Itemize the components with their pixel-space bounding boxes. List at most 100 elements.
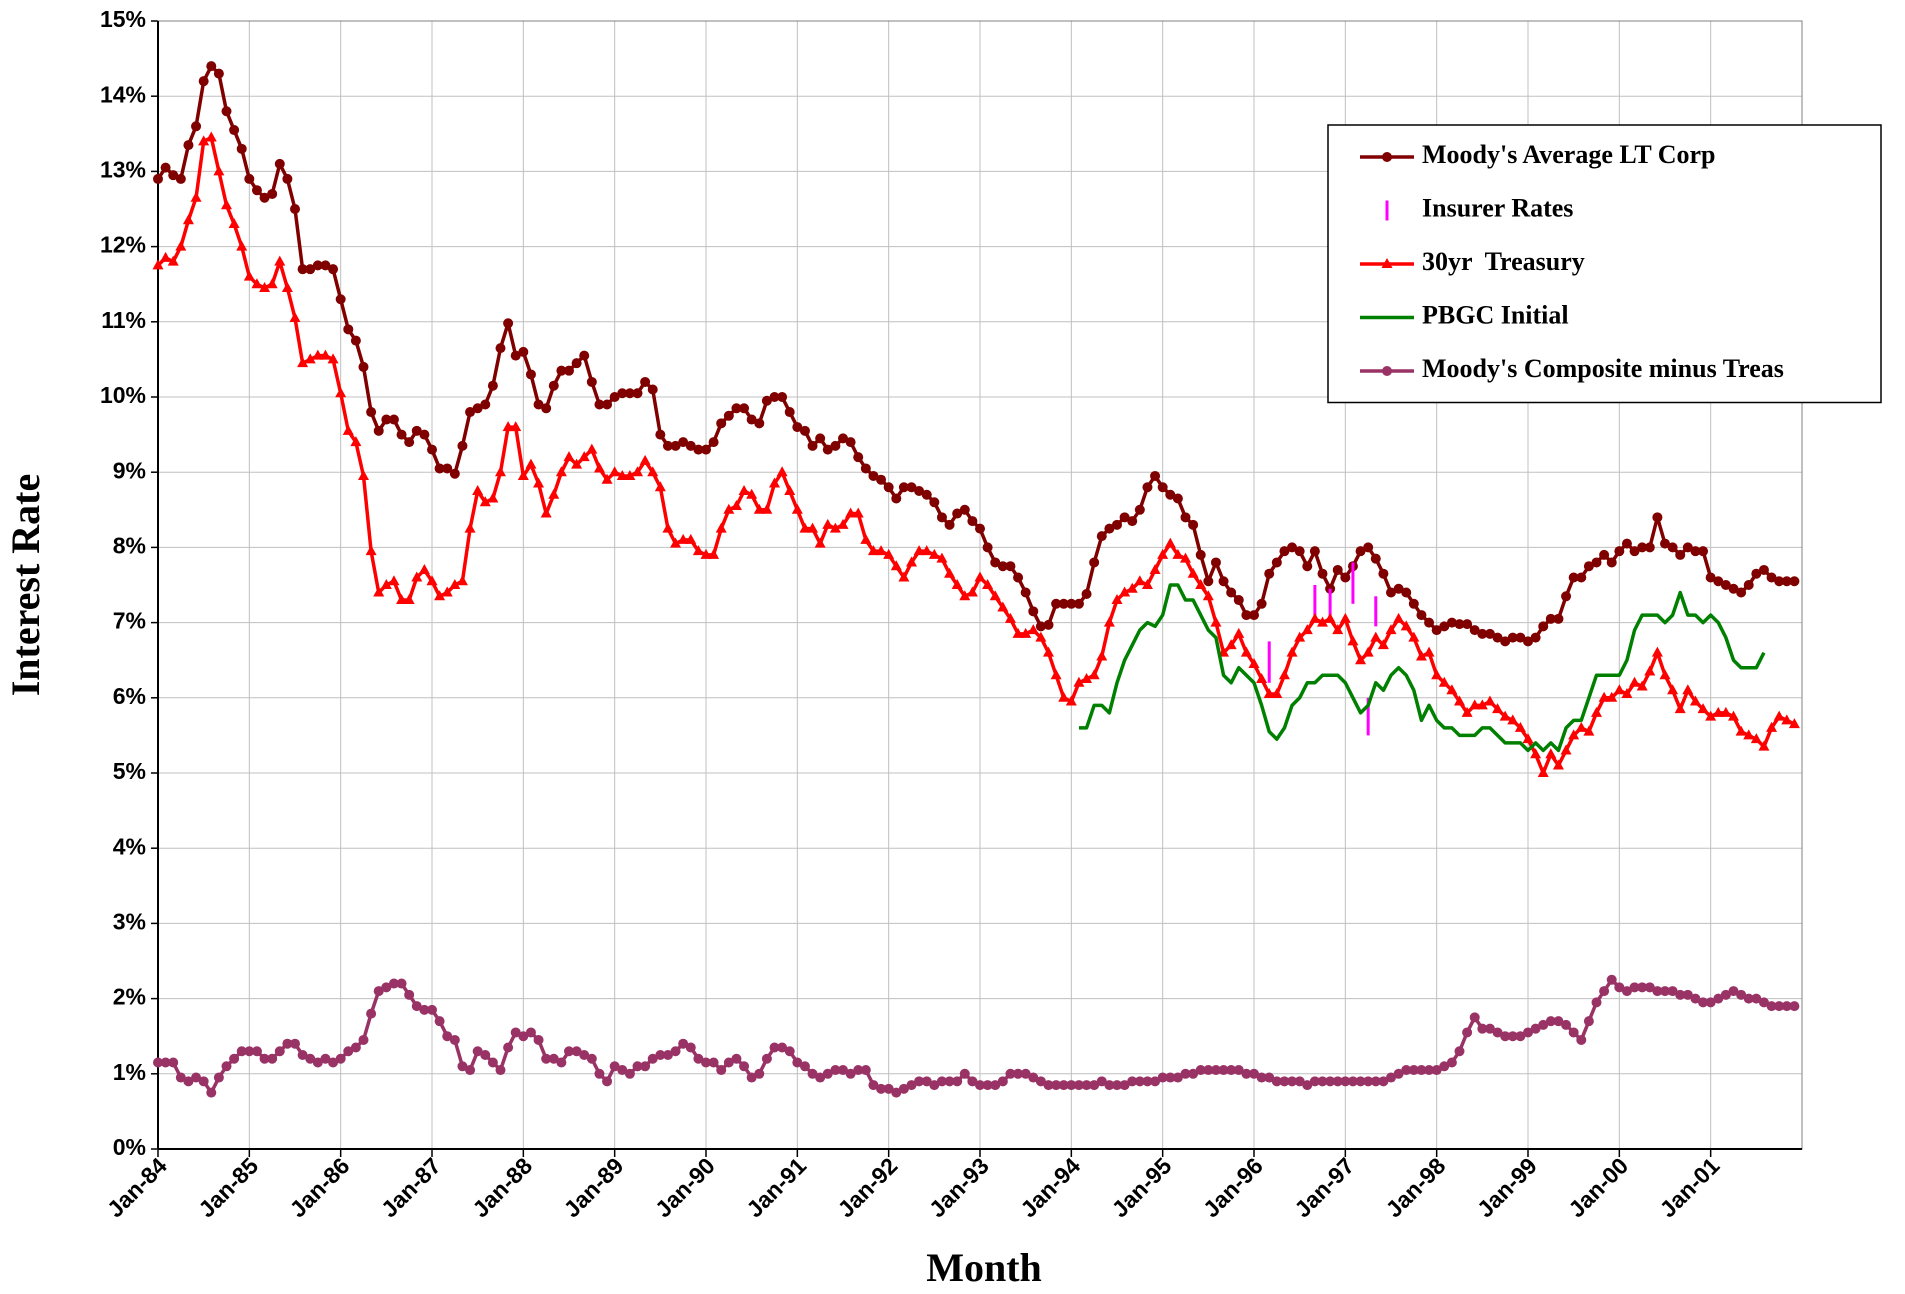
data-point (883, 482, 894, 493)
data-point (373, 986, 384, 997)
data-point (282, 173, 293, 184)
data-point (701, 444, 711, 455)
data-point (730, 500, 742, 511)
data-point (906, 556, 917, 567)
data-point (548, 1053, 559, 1064)
data-point (418, 563, 430, 574)
data-point (1416, 610, 1427, 621)
data-point (1195, 579, 1207, 589)
y-tick-label: 6% (113, 683, 146, 709)
legend-label: Moody's Average LT Corp (1422, 140, 1715, 169)
data-point (959, 590, 971, 601)
data-point (1073, 676, 1085, 687)
data-point (640, 376, 651, 387)
data-point (715, 522, 727, 533)
data-point (380, 579, 392, 589)
data-point (221, 199, 232, 210)
data-point (1180, 552, 1191, 563)
data-point (1370, 631, 1382, 642)
data-point (609, 466, 621, 477)
data-point (502, 421, 514, 432)
data-point (1675, 549, 1686, 560)
data-point (1081, 589, 1092, 600)
data-point (875, 545, 887, 556)
data-point (1089, 1080, 1100, 1091)
data-point (799, 1061, 810, 1072)
data-point (472, 1046, 483, 1057)
data-point (997, 1076, 1008, 1087)
data-point (487, 492, 499, 503)
data-point (1309, 546, 1320, 557)
data-point (175, 240, 187, 251)
data-point (814, 537, 826, 548)
data-point (221, 1061, 232, 1072)
legend-swatch-marker (1382, 366, 1392, 376)
data-point (343, 324, 354, 335)
data-point (198, 76, 209, 87)
data-point (723, 503, 735, 514)
data-point (1363, 542, 1374, 553)
data-point (876, 1083, 887, 1094)
data-point (1523, 636, 1533, 647)
data-point (1096, 650, 1108, 661)
data-point (213, 1072, 224, 1083)
data-point (1401, 1065, 1412, 1076)
data-point (525, 369, 536, 380)
data-point (1599, 549, 1610, 560)
y-axis-title: Interest Rate (3, 474, 48, 697)
data-point (1606, 691, 1618, 702)
data-point (883, 548, 895, 559)
data-point (411, 571, 423, 582)
data-point (678, 437, 689, 448)
data-point (1256, 673, 1268, 683)
data-point (1507, 714, 1519, 725)
y-tick-label: 1% (113, 1059, 146, 1085)
data-point (716, 418, 727, 429)
data-point (807, 522, 819, 533)
data-point (327, 353, 339, 364)
data-point (525, 1027, 536, 1038)
data-point (510, 350, 521, 361)
data-point (1705, 572, 1716, 583)
data-point (563, 451, 575, 462)
data-point (259, 281, 271, 292)
data-point (1599, 986, 1610, 997)
data-point (472, 403, 483, 414)
y-tick-label: 15% (100, 6, 146, 32)
data-point (1728, 583, 1739, 594)
data-point (867, 545, 879, 556)
data-point (921, 1076, 932, 1087)
data-point (1180, 1068, 1191, 1079)
data-point (1545, 613, 1556, 624)
data-point (373, 425, 384, 436)
data-point (167, 255, 179, 266)
data-point (1112, 519, 1122, 530)
data-point (1164, 537, 1176, 548)
data-point (160, 162, 171, 173)
data-point (860, 463, 871, 474)
data-point (1043, 619, 1054, 630)
data-point (426, 575, 438, 586)
data-point (1781, 714, 1793, 725)
data-point (815, 1072, 826, 1083)
data-point (754, 418, 765, 429)
data-point (373, 586, 385, 597)
data-point (1500, 636, 1511, 647)
data-point (312, 1057, 323, 1068)
data-point (1294, 631, 1306, 642)
data-point (708, 1057, 719, 1068)
data-point (1659, 669, 1671, 680)
data-point (457, 1061, 468, 1072)
data-point (685, 1042, 696, 1053)
data-point (153, 1057, 163, 1068)
data-point (822, 518, 834, 529)
data-point (1104, 523, 1115, 534)
data-point (1530, 1023, 1541, 1034)
data-point (1424, 1065, 1435, 1076)
data-point (297, 1050, 308, 1060)
data-point (1028, 606, 1039, 617)
data-point (876, 474, 887, 485)
data-point (229, 1053, 240, 1064)
data-point (1004, 612, 1016, 623)
data-point (1165, 489, 1176, 500)
